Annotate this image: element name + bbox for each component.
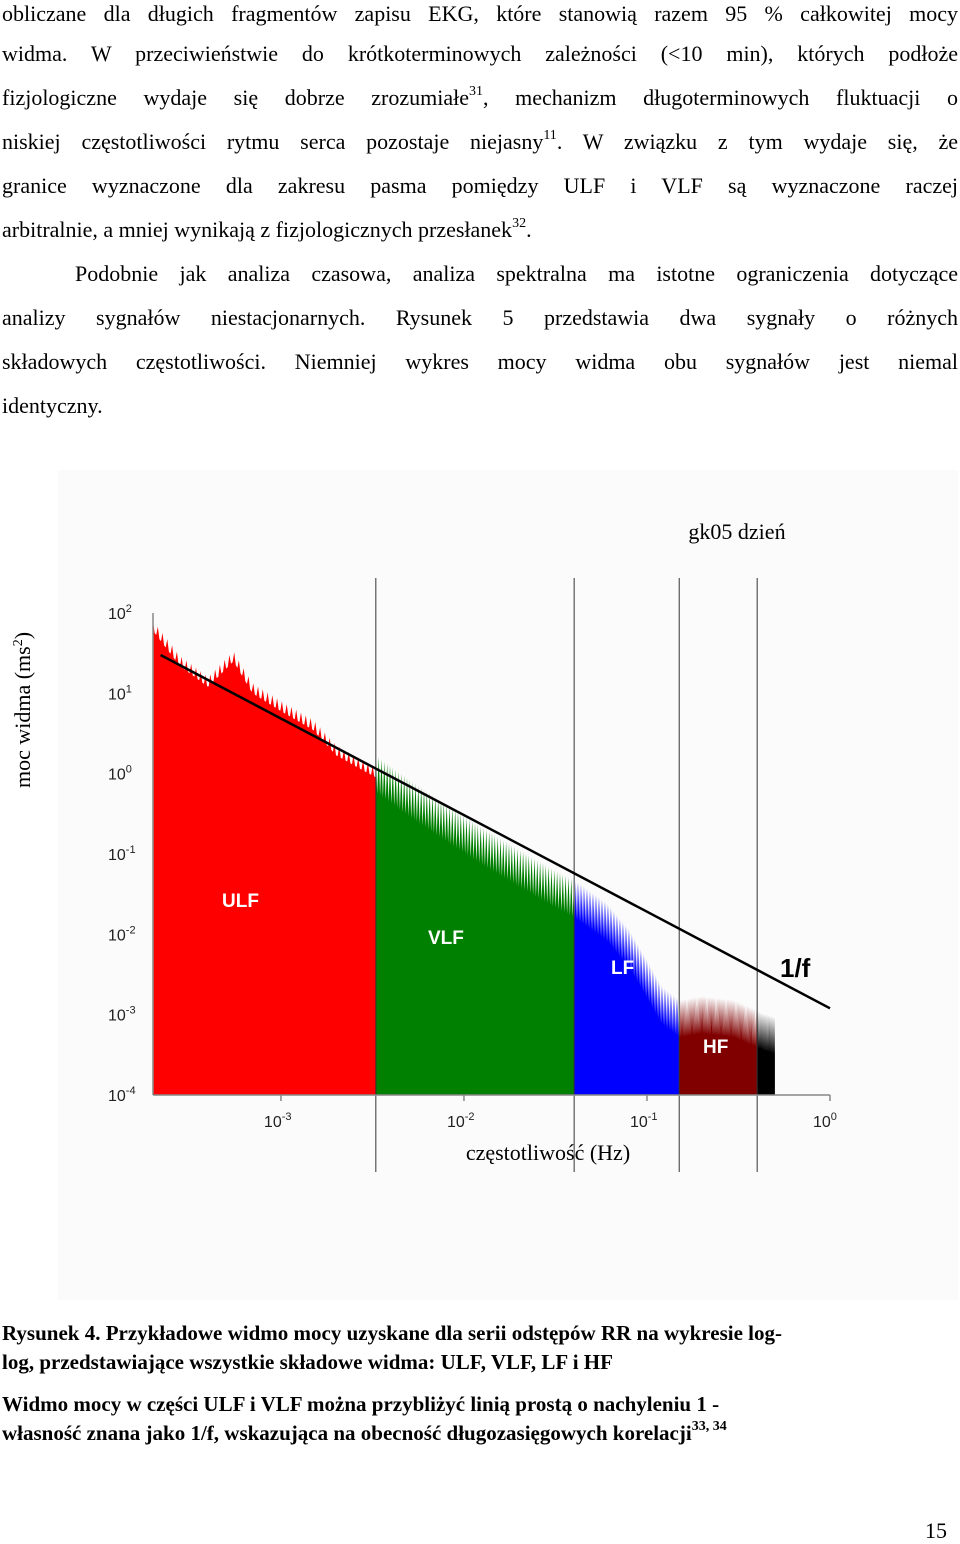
band-label-vlf: VLF [428,928,464,949]
page-number: 15 [925,1518,947,1543]
body-line-7: Podobnie jak analiza czasowa, analiza sp… [75,261,958,286]
band-label-ulf: ULF [222,891,259,912]
y-tick-label: 100 [108,764,132,784]
body-line-5: granice wyznaczone dla zakresu pasma pom… [2,173,958,198]
y-tick-label: 10-1 [108,844,136,864]
y-tick-label: 10-2 [108,924,136,944]
x-tick-label: 100 [813,1111,837,1131]
citation-superscript: 32 [512,216,527,231]
x-tick-label: 10-2 [447,1111,475,1131]
figure-caption-line-3: Widmo mocy w części ULF i VLF można przy… [2,1392,720,1416]
citation-superscript: 31 [468,84,483,99]
y-tick-labels: 102 101 100 10-1 10-2 10-3 10-4 [108,603,136,1105]
y-tick-label: 102 [108,603,132,623]
body-line-10: identyczny. [2,393,103,418]
citation-superscript: 11 [543,128,557,143]
body-line-1: obliczane dla długich fragmentów zapisu … [2,1,958,26]
one-over-f-label: 1/f [780,953,811,983]
figure-caption-line-1: Rysunek 4. Przykładowe widmo mocy uzyska… [2,1321,782,1345]
body-line-3: fizjologiczne wydaje się dobrze zrozumia… [2,84,958,111]
body-line-6: arbitralnie, a mniej wynikają z fizjolog… [2,216,532,243]
body-line-4: niskiej częstotliwości rytmu serca pozos… [2,128,959,155]
band-boundary-lines [375,578,758,1172]
figure-caption-line-2: log, przedstawiające wszystkie składowe … [2,1350,613,1374]
band-label-hf: HF [703,1037,728,1058]
spectrum-band-hf [679,996,758,1095]
y-tick-label: 10-4 [108,1085,136,1105]
figure-caption-line-4: własność znana jako 1/f, wskazująca na o… [2,1419,727,1446]
spectrum-band-rest [757,1010,775,1095]
spectrum-band-lf [574,880,680,1095]
citation-superscript: 33, 34 [691,1419,727,1434]
body-line-2: widma. W przeciwieństwie do krótkotermin… [2,41,958,66]
x-tick-labels: 10-3 10-2 10-1 100 [264,1095,837,1131]
body-line-9: składowych częstotliwości. Niemniej wykr… [2,349,958,374]
x-axis-label: częstotliwość (Hz) [466,1140,630,1165]
body-line-8: analizy sygnałów niestacjonarnych. Rysun… [2,305,958,330]
x-tick-label: 10-1 [630,1111,658,1131]
band-label-lf: LF [611,958,634,979]
y-axis-label: moc widma (ms2) [10,632,35,788]
chart-title: gk05 dzień [688,519,785,544]
y-tick-label: 101 [108,683,132,703]
x-tick-label: 10-3 [264,1111,292,1131]
y-tick-label: 10-3 [108,1005,136,1025]
one-over-f-line [159,653,831,1010]
spectrum-band-vlf [375,754,575,1095]
